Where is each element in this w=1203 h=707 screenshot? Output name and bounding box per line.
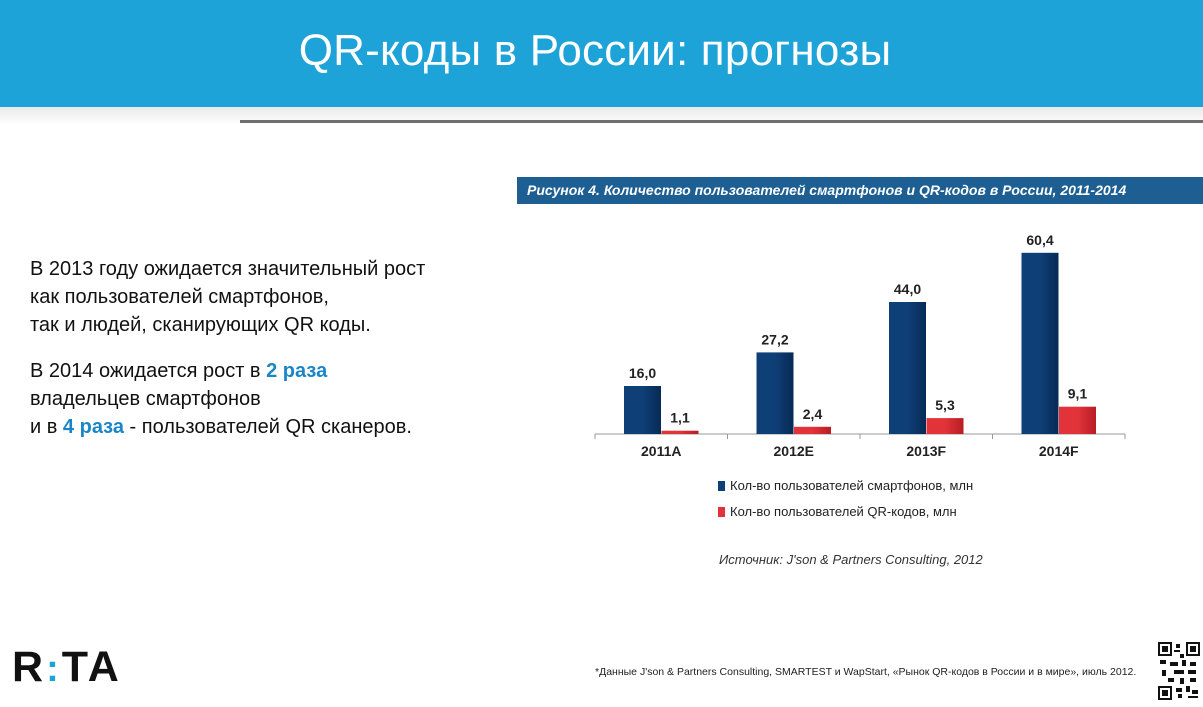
bar-smartphones	[624, 386, 661, 434]
bar-qr-users	[926, 418, 964, 434]
summary-line: как пользователей смартфонов,	[30, 286, 329, 308]
highlight-2x: 2 раза	[266, 360, 328, 382]
legend-swatch-smartphones	[718, 481, 725, 491]
data-label: 60,4	[1026, 232, 1053, 248]
x-tick-label: 2011A	[641, 443, 681, 459]
bar-smartphones	[756, 352, 794, 434]
bar-smartphones	[889, 302, 926, 434]
page-title: QR-коды в России: прогнозы	[298, 26, 892, 75]
summary-text: В 2013 году ожидается значительный рост …	[30, 255, 510, 441]
data-label: 44,0	[894, 281, 921, 297]
legend-item-smartphones: Кол-во пользователей смартфонов, млн	[718, 478, 973, 493]
chart-title: Рисунок 4. Количество пользователей смар…	[517, 177, 1203, 204]
bar-chart: 16,0 1,1 2011A 27,2 2,4 2012E 44,0 5,3 2013F 60,4…	[594, 232, 1126, 459]
bar-smartphones	[1021, 252, 1059, 434]
summary-text-part: - пользователей QR сканеров.	[124, 416, 412, 438]
x-tick-label: 2012E	[774, 443, 814, 459]
summary-text-part: и в	[30, 416, 63, 438]
x-tick-label: 2014F	[1039, 443, 1079, 459]
summary-text-part: В 2014 ожидается рост в	[30, 360, 267, 382]
highlight-4x: 4 раза	[62, 416, 124, 438]
legend-label-smartphones: Кол-во пользователей смартфонов, млн	[730, 478, 974, 493]
data-label: 5,3	[935, 397, 955, 413]
rita-logo: R:TA	[12, 643, 122, 691]
summary-line: В 2014 ожидается рост в 2 раза	[30, 357, 510, 385]
data-label: 2,4	[803, 406, 823, 422]
bar-qr-users	[661, 430, 699, 434]
header-bar: QR-коды в России: прогнозы	[0, 0, 1203, 107]
x-tick-label: 2013F	[906, 443, 946, 459]
chart-source: Источник: J'son & Partners Consulting, 2…	[719, 552, 983, 567]
summary-line: В 2013 году ожидается значительный рост	[30, 258, 426, 280]
legend-swatch-qr	[718, 507, 725, 517]
qr-code-icon[interactable]	[1158, 642, 1200, 700]
footnote: *Данные J'son & Partners Consulting, SMA…	[595, 666, 1137, 678]
bar-qr-users	[1059, 406, 1096, 434]
summary-line: так и людей, сканирующих QR коды.	[30, 314, 371, 336]
bar-qr-users	[794, 426, 831, 434]
summary-line: и в 4 раза - пользователей QR сканеров.	[30, 413, 510, 441]
header-divider	[240, 120, 1203, 123]
legend-item-qr: Кол-во пользователей QR-кодов, млн	[718, 504, 957, 519]
legend-label-qr: Кол-во пользователей QR-кодов, млн	[730, 504, 957, 519]
summary-line: владельцев смартфонов	[30, 388, 261, 410]
data-label: 9,1	[1068, 386, 1088, 402]
data-label: 16,0	[629, 365, 656, 381]
data-label: 27,2	[761, 331, 788, 347]
data-label: 1,1	[670, 410, 690, 426]
